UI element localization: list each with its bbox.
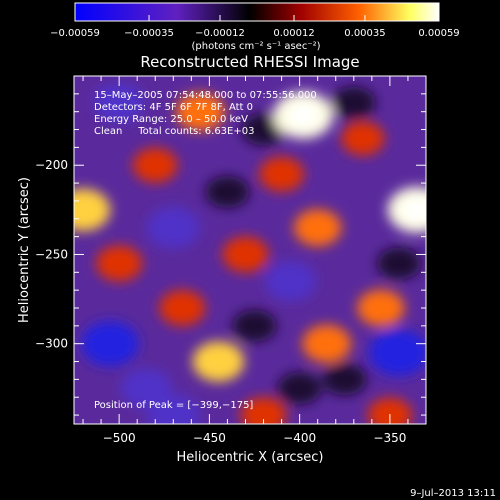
y-tick-label: −200 xyxy=(35,158,68,172)
colorbar-tick-label: 0.00012 xyxy=(273,28,314,39)
heatmap-blob xyxy=(302,324,352,363)
heatmap-blob xyxy=(120,368,172,409)
heatmap-blob xyxy=(222,236,269,273)
heatmap-blob xyxy=(132,147,178,183)
heatmap-blob xyxy=(232,309,277,342)
heatmap-blob xyxy=(294,209,342,247)
heatmap-blob xyxy=(96,245,143,282)
heatmap-blob xyxy=(259,156,304,192)
annotation-total-counts: Clean Total counts: 6.63E+03 xyxy=(94,126,254,137)
colorbar-unit-label: (photons cm⁻² s⁻¹ asec⁻²) xyxy=(191,41,320,52)
x-tick-label: −450 xyxy=(193,431,226,445)
colorbar-tick-label: 0.00035 xyxy=(344,28,385,39)
annotation-detectors: Detectors: 4F 5F 6F 7F 8F, Att 0 xyxy=(94,102,253,113)
heatmap-blob xyxy=(74,188,111,232)
heatmap-blob xyxy=(277,372,322,405)
colorbar-ticks: −0.00059 −0.00035 −0.00012 0.00012 0.00035 0.… xyxy=(50,15,460,39)
heatmap-blob xyxy=(331,86,376,119)
plot-frame xyxy=(73,75,427,425)
heatmap-blob xyxy=(341,121,385,156)
heatmap-blob xyxy=(175,92,225,131)
heatmap-blob-core xyxy=(401,197,426,223)
heatmap-blob xyxy=(376,247,421,280)
heatmap-blob xyxy=(205,176,250,208)
y-axis-label: Heliocentric Y (arcsec) xyxy=(17,177,32,323)
heatmap-blob-core xyxy=(287,102,319,129)
heatmap-blob xyxy=(265,261,316,302)
chart-title: Reconstructed RHESSI Image xyxy=(140,53,359,71)
x-axis-label: Heliocentric X (arcsec) xyxy=(177,450,324,465)
y-tick-label: −250 xyxy=(35,247,68,261)
heatmap-blob xyxy=(367,397,413,424)
heatmap-blob xyxy=(93,82,145,123)
colorbar-tick-label: −0.00059 xyxy=(50,28,100,39)
annotation-energy-range: Energy Range: 25.0 – 50.0 keV xyxy=(94,114,248,125)
colorbar-tick-label: 0.00059 xyxy=(418,28,459,39)
heatmap-blob xyxy=(357,289,405,327)
colorbar-tick-label: −0.00012 xyxy=(195,28,245,39)
footer-timestamp: 9–Jul–2013 13:11 xyxy=(410,488,496,499)
annotation-time-range: 15–May–2005 07:54:48.000 to 07:55:56.000 xyxy=(94,90,317,101)
heatmap-blob xyxy=(159,290,206,326)
heatmap-blob xyxy=(322,363,367,396)
colorbar-tick-label: −0.00035 xyxy=(124,28,174,39)
axis-ticks: −500 −450 −400 −350 −200 −250 −300 xyxy=(35,75,427,445)
heatmap-blob xyxy=(369,329,426,377)
heatmap-blob xyxy=(192,341,245,382)
x-tick-label: −350 xyxy=(373,431,406,445)
heatmap-image xyxy=(74,82,426,424)
heatmap-blob xyxy=(146,206,200,249)
colorbar xyxy=(74,2,440,22)
y-tick-label: −300 xyxy=(35,337,68,351)
heatmap-blob xyxy=(81,321,139,367)
x-tick-label: −500 xyxy=(103,431,136,445)
x-tick-label: −400 xyxy=(283,431,316,445)
peak-position-label: Position of Peak = [−399,−175] xyxy=(94,400,253,411)
heatmap-blob xyxy=(240,397,287,424)
